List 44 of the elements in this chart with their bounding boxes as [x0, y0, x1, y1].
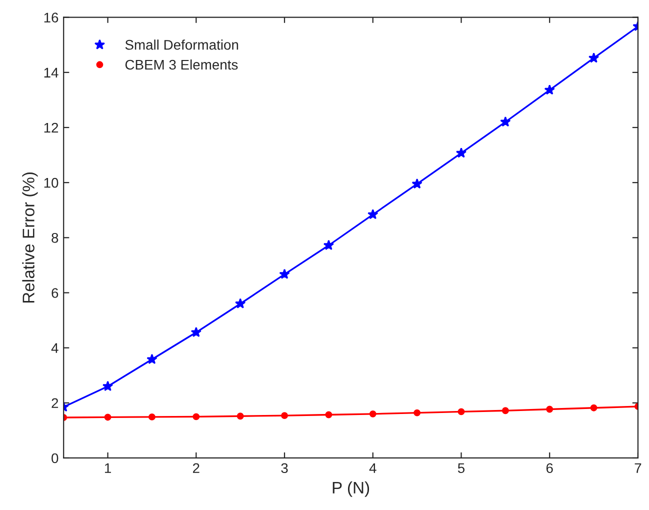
y-tick-label: 2	[52, 398, 58, 408]
point	[502, 407, 509, 414]
point	[325, 411, 332, 418]
point	[281, 412, 288, 420]
point	[414, 409, 421, 416]
point	[102, 380, 114, 392]
point	[544, 84, 555, 95]
point	[412, 178, 422, 189]
point	[546, 406, 554, 413]
x-axis-title: P (N)	[332, 481, 370, 497]
point	[192, 413, 200, 420]
y-axis-title: Relative Error (%)	[22, 172, 38, 303]
point	[323, 240, 334, 250]
y-tick-label: 4	[51, 343, 58, 353]
point	[104, 414, 112, 421]
legend-label: Small Deformation	[125, 40, 238, 50]
point	[146, 354, 158, 364]
point	[236, 412, 244, 420]
point	[190, 326, 202, 338]
point	[235, 298, 246, 308]
point	[456, 148, 467, 158]
point	[279, 268, 290, 279]
x-tick-label: 3	[281, 463, 288, 474]
x-tick-label: 1	[104, 463, 111, 473]
point	[500, 116, 511, 127]
y-tick-label: 8	[52, 232, 58, 243]
y-tick-label: 12	[44, 122, 58, 133]
y-tick-label: 16	[44, 12, 58, 23]
y-tick-label: 0	[52, 453, 58, 464]
point	[590, 404, 598, 412]
y-tick-label: 14	[44, 68, 58, 78]
point	[368, 208, 378, 220]
point	[588, 52, 600, 63]
point	[148, 413, 156, 420]
legend-label: CBEM 3 Elements	[125, 59, 238, 70]
x-tick-label: 2	[192, 463, 200, 473]
x-tick-label: 6	[546, 463, 553, 474]
y-tick-label: 10	[44, 178, 58, 188]
x-tick-label: 4	[369, 463, 376, 473]
x-tick-label: 7	[634, 463, 642, 473]
y-tick-label: 6	[52, 288, 58, 298]
point	[369, 410, 376, 418]
x-tick-label: 5	[458, 463, 465, 474]
point	[458, 408, 465, 416]
